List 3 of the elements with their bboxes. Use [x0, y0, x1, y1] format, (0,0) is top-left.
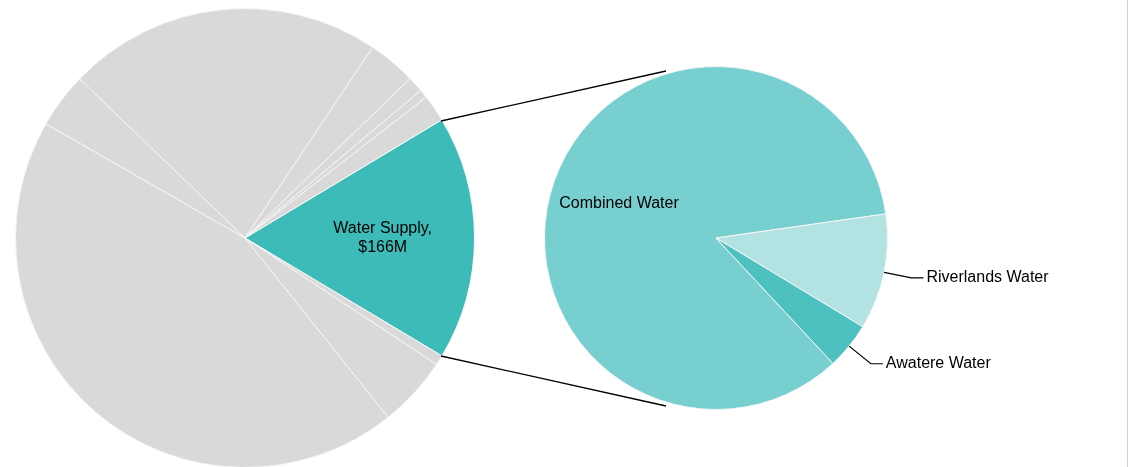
slice-label: Riverlands Water [926, 268, 1050, 286]
slice-label: Awatere Water [885, 354, 992, 372]
slice-label: Water Supply, $166M [333, 218, 433, 255]
